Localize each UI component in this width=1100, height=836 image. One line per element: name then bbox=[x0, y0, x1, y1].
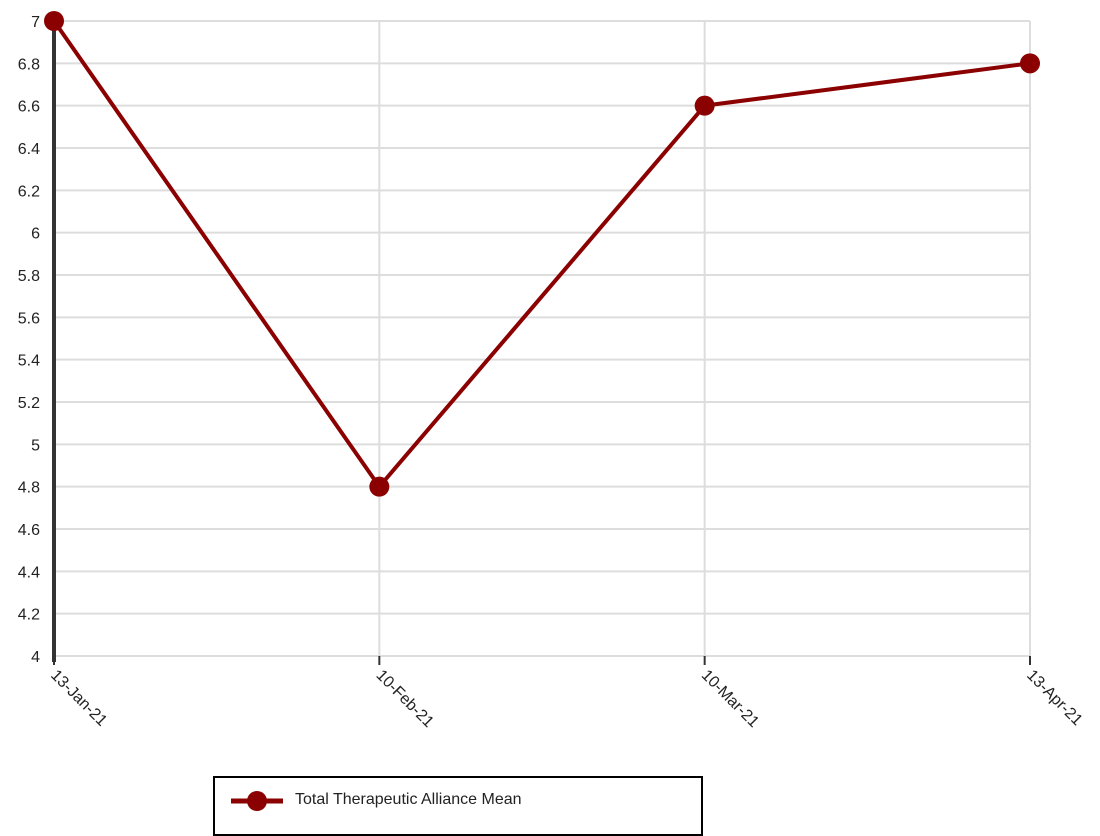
y-tick-label: 5 bbox=[31, 437, 40, 454]
x-tick-label: 10-Mar-21 bbox=[698, 667, 762, 731]
series-line bbox=[52, 19, 1031, 489]
legend-series-marker bbox=[231, 791, 283, 811]
y-tick-label: 5.6 bbox=[18, 310, 40, 327]
grid bbox=[54, 20, 1031, 657]
x-tick-label: 13-Apr-21 bbox=[1023, 667, 1085, 729]
series bbox=[44, 11, 1040, 497]
y-tick-label: 6.6 bbox=[18, 99, 40, 116]
y-tick-label: 4.4 bbox=[18, 564, 40, 581]
x-tick-label: 10-Feb-21 bbox=[373, 667, 437, 731]
y-tick-label: 4.2 bbox=[18, 607, 40, 624]
y-tick-label: 5.8 bbox=[18, 268, 40, 285]
x-tick-labels: 13-Jan-21 10-Feb-21 10-Mar-21 13-Apr-21 bbox=[47, 667, 1085, 731]
data-point bbox=[369, 476, 390, 497]
y-tick-label: 5.2 bbox=[18, 395, 40, 412]
y-tick-label: 6.8 bbox=[18, 56, 40, 73]
x-tick-label: 13-Jan-21 bbox=[47, 667, 110, 730]
y-tick-label: 4 bbox=[31, 649, 40, 666]
y-tick-label: 6.2 bbox=[18, 183, 40, 200]
y-tick-label: 4.6 bbox=[18, 522, 40, 539]
axes bbox=[52, 15, 1031, 665]
y-tick-label: 7 bbox=[31, 14, 40, 31]
y-tick-labels: 4 4.2 4.4 4.6 4.8 5 5.2 5.4 5.6 5.8 6 6.2 6.4 6.6 6.8 7 bbox=[18, 14, 40, 666]
legend-label: Total Therapeutic Alliance Mean bbox=[295, 791, 522, 808]
data-point bbox=[694, 95, 715, 116]
y-tick-label: 6.4 bbox=[18, 141, 40, 158]
data-point bbox=[44, 11, 64, 31]
y-tick-label: 6 bbox=[31, 226, 40, 243]
y-tick-label: 4.8 bbox=[18, 480, 40, 497]
y-tick-label: 5.4 bbox=[18, 353, 40, 370]
data-point bbox=[1020, 53, 1040, 74]
legend: Total Therapeutic Alliance Mean bbox=[213, 776, 703, 836]
